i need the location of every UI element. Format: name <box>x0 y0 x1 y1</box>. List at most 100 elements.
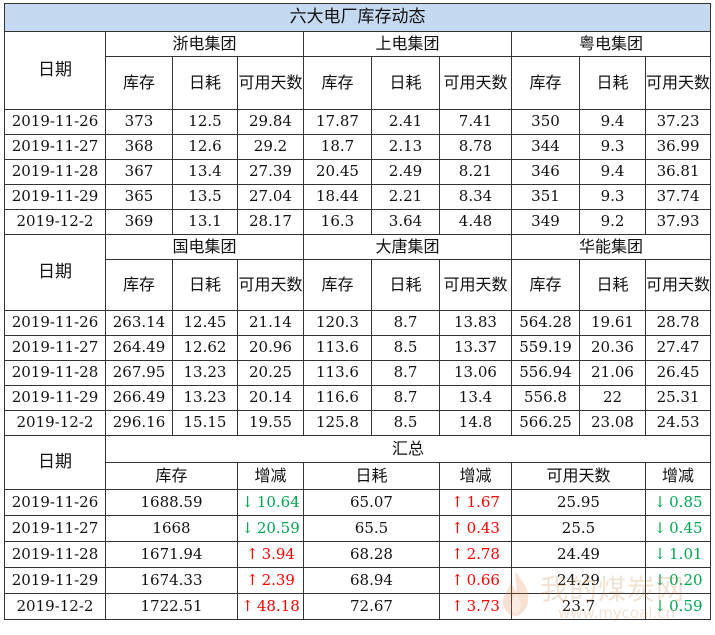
date-cell: 2019-11-29 <box>4 385 106 411</box>
up-arrow-icon: ↑ <box>451 492 464 511</box>
change-value: 1.67 <box>466 492 500 511</box>
stock-change-cell: ↑ 2.39 <box>237 567 304 594</box>
down-arrow-icon: ↓ <box>653 492 667 511</box>
consumption-cell: 13.5 <box>172 184 238 210</box>
total-days-header: 可用天数 <box>511 462 646 490</box>
down-arrow-icon: ↓ <box>241 518 254 537</box>
consumption-cell: 9.4 <box>579 159 646 185</box>
group-name: 华能集团 <box>510 234 712 260</box>
total-consumption-header: 日耗 <box>303 462 440 490</box>
date-cell: 2019-11-27 <box>4 134 106 160</box>
table-row: 2019-11-29 365 13.5 27.04 18.44 2.21 8.34 351 9.… <box>4 184 712 210</box>
table-row: 2019-11-27 264.49 12.62 20.96 113.6 8.5 13.37 5… <box>4 335 712 361</box>
table-row: 2019-11-26 263.14 12.45 21.14 120.3 8.7 13.83 5… <box>4 310 712 336</box>
days-column-header: 可用天数 <box>237 56 304 110</box>
days-cell: 37.93 <box>644 209 712 235</box>
date-cell: 2019-11-29 <box>4 184 106 210</box>
summary-row: 2019-11-28 1671.94 ↑ 3.94 68.28 ↑ 2.78 24.49 ↓ 1.… <box>4 541 712 568</box>
change-value: 0.59 <box>669 596 703 615</box>
date-column-header: 日期 <box>4 234 106 311</box>
stock-cell: 20.45 <box>303 159 372 185</box>
stock-cell: 373 <box>105 109 173 135</box>
consumption-column-header: 日耗 <box>172 259 238 311</box>
consumption-cell: 8.5 <box>371 410 440 436</box>
date-cell: 2019-12-2 <box>4 593 106 620</box>
days-cell: 20.14 <box>237 385 304 411</box>
change-value: 0.45 <box>669 518 703 537</box>
days-cell: 7.41 <box>439 109 512 135</box>
days-cell: 8.21 <box>439 159 512 185</box>
column-header-row: 库存 日耗 可用天数 库存 日耗 可用天数 库存 日耗 可用天数 <box>5 259 712 311</box>
stock-cell: 18.44 <box>303 184 372 210</box>
total-consumption-cell: 65.5 <box>303 515 440 542</box>
stock-change-cell: ↓ 20.59 <box>237 515 304 542</box>
days-change-cell: ↓ 1.01 <box>644 541 712 568</box>
stock-column-header: 库存 <box>511 259 580 311</box>
group-name: 浙电集团 <box>105 31 304 57</box>
days-cell: 37.23 <box>644 109 712 135</box>
consumption-cell: 9.3 <box>579 184 646 210</box>
stock-cell: 263.14 <box>105 310 173 336</box>
stock-change-cell: ↑ 48.18 <box>237 593 304 620</box>
down-arrow-icon: ↓ <box>241 492 254 511</box>
stock-cell: 113.6 <box>303 360 372 386</box>
down-arrow-icon: ↓ <box>653 596 667 615</box>
days-cell: 8.78 <box>439 134 512 160</box>
days-cell: 26.45 <box>644 360 712 386</box>
change-value: 3.73 <box>466 596 500 615</box>
change-value: 2.78 <box>466 544 500 563</box>
stock-cell: 368 <box>105 134 173 160</box>
total-days-cell: 23.7 <box>511 593 646 620</box>
change-value: 3.94 <box>261 544 295 563</box>
consumption-change-cell: ↑ 3.73 <box>439 593 512 620</box>
consumption-change-cell: ↑ 1.67 <box>439 489 512 516</box>
change-value: 10.64 <box>256 492 300 511</box>
total-days-cell: 25.5 <box>511 515 646 542</box>
days-cell: 14.8 <box>439 410 512 436</box>
date-cell: 2019-11-28 <box>4 159 106 185</box>
days-cell: 13.06 <box>439 360 512 386</box>
total-consumption-cell: 68.94 <box>303 567 440 594</box>
consumption-cell: 23.08 <box>579 410 646 436</box>
days-change-cell: ↓ 0.20 <box>644 567 712 594</box>
consumption-column-header: 日耗 <box>579 259 646 311</box>
total-stock-header: 库存 <box>105 462 238 490</box>
down-arrow-icon: ↓ <box>653 544 667 563</box>
table-row: 2019-12-2 296.16 15.15 19.55 125.8 8.5 14.8 566… <box>4 410 712 436</box>
stock-column-header: 库存 <box>105 56 173 110</box>
stock-cell: 113.6 <box>303 335 372 361</box>
table-row: 2019-11-27 368 12.6 29.2 18.7 2.13 8.78 344 9.3 3… <box>4 134 712 160</box>
date-cell: 2019-12-2 <box>4 410 106 436</box>
days-cell: 37.74 <box>644 184 712 210</box>
days-cell: 20.96 <box>237 335 304 361</box>
stock-cell: 566.25 <box>511 410 580 436</box>
table-row: 2019-11-28 367 13.4 27.39 20.45 2.49 8.21 346 9.… <box>4 159 712 185</box>
up-arrow-icon: ↑ <box>451 570 464 589</box>
group-name: 粤电集团 <box>510 31 712 57</box>
stock-cell: 369 <box>105 209 173 235</box>
summary-title: 汇总 <box>104 435 712 463</box>
stock-cell: 350 <box>511 109 580 135</box>
stock-column-header: 库存 <box>303 259 372 311</box>
days-cell: 4.48 <box>439 209 512 235</box>
stock-cell: 266.49 <box>105 385 173 411</box>
days-cell: 21.14 <box>237 310 304 336</box>
summary-row: 2019-11-27 1668 ↓ 20.59 65.5 ↑ 0.43 25.5 ↓ 0.45 <box>4 515 712 542</box>
date-cell: 2019-11-27 <box>4 515 106 542</box>
consumption-cell: 9.4 <box>579 109 646 135</box>
stock-cell: 17.87 <box>303 109 372 135</box>
days-cell: 36.99 <box>644 134 712 160</box>
total-stock-cell: 1688.59 <box>105 489 238 516</box>
consumption-cell: 12.6 <box>172 134 238 160</box>
consumption-cell: 21.06 <box>579 360 646 386</box>
group-name: 上电集团 <box>303 31 512 57</box>
consumption-cell: 12.45 <box>172 310 238 336</box>
stock-cell: 367 <box>105 159 173 185</box>
consumption-cell: 2.13 <box>371 134 440 160</box>
days-cell: 27.04 <box>237 184 304 210</box>
stock-cell: 346 <box>511 159 580 185</box>
consumption-cell: 8.5 <box>371 335 440 361</box>
group-name: 大唐集团 <box>303 234 512 260</box>
stock-cell: 559.19 <box>511 335 580 361</box>
days-cell: 20.25 <box>237 360 304 386</box>
